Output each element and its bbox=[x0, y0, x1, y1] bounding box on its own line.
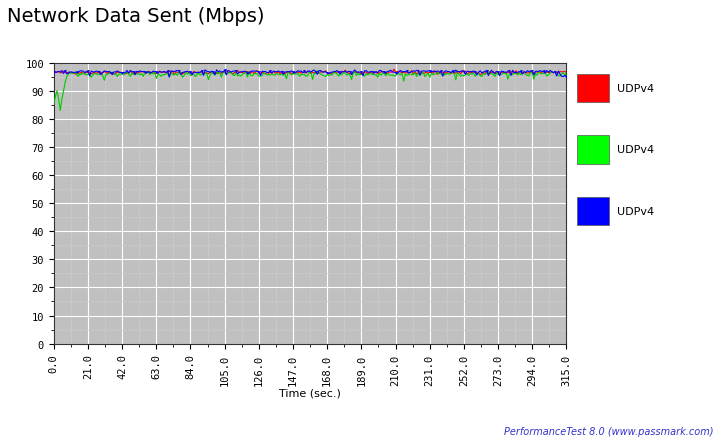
Text: Network Data Sent (Mbps): Network Data Sent (Mbps) bbox=[7, 7, 265, 25]
Text: UDPv4: UDPv4 bbox=[617, 206, 654, 216]
X-axis label: Time (sec.): Time (sec.) bbox=[279, 388, 341, 397]
Text: PerformanceTest 8.0 (www.passmark.com): PerformanceTest 8.0 (www.passmark.com) bbox=[504, 426, 713, 436]
Text: UDPv4: UDPv4 bbox=[617, 84, 654, 93]
Text: UDPv4: UDPv4 bbox=[617, 145, 654, 155]
